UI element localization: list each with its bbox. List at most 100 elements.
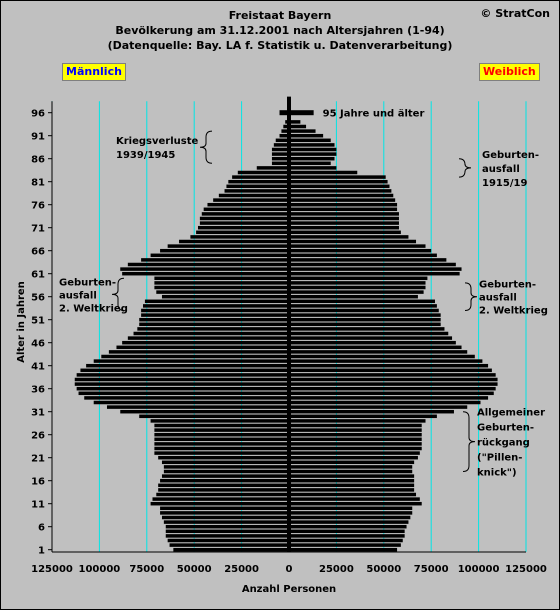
bar-male bbox=[271, 147, 289, 152]
bar-female bbox=[289, 391, 494, 396]
annotation-line: ausfall bbox=[59, 290, 97, 301]
bar-male bbox=[199, 216, 289, 221]
annotation-brace bbox=[462, 411, 476, 472]
bar-male bbox=[281, 129, 289, 133]
bar-male bbox=[74, 382, 289, 386]
bar-male bbox=[179, 239, 289, 244]
bar-male bbox=[226, 184, 289, 189]
bar-female bbox=[289, 368, 492, 373]
bar-female bbox=[289, 207, 398, 212]
bar-female bbox=[289, 285, 426, 290]
bar-female bbox=[289, 359, 483, 363]
bar-male bbox=[127, 336, 289, 340]
bar-male bbox=[154, 451, 289, 455]
y-tick-label: 11 bbox=[31, 500, 45, 511]
annotation-text: Geburten-ausfall 1915/19 bbox=[482, 150, 539, 189]
bar-male bbox=[275, 138, 289, 143]
bar-female bbox=[289, 409, 454, 414]
bar-female bbox=[289, 308, 439, 313]
annotation-text: Allgemeiner Geburten-rückgang ("Pillen-kni… bbox=[477, 408, 545, 479]
y-tick-label: 86 bbox=[31, 155, 45, 166]
bar-male bbox=[120, 409, 289, 414]
y-tick-label: 66 bbox=[31, 247, 45, 258]
annotation-line: Geburten- bbox=[482, 150, 539, 161]
y-tick-label: 96 bbox=[31, 109, 45, 120]
bar-male bbox=[201, 212, 289, 216]
bar-male bbox=[108, 350, 289, 354]
bar-male bbox=[199, 221, 289, 225]
bar-female bbox=[289, 129, 316, 133]
x-tick-label: 25000 bbox=[319, 564, 354, 575]
bar-male bbox=[213, 198, 289, 202]
bar-male bbox=[196, 230, 289, 235]
bar-male bbox=[224, 189, 289, 193]
y-tick-label: 46 bbox=[31, 339, 45, 350]
bar-female bbox=[289, 534, 405, 538]
bar-female bbox=[289, 354, 475, 359]
bar-male bbox=[167, 244, 289, 248]
bar-female bbox=[289, 161, 331, 166]
bar-female bbox=[289, 460, 415, 465]
annotation-line: Allgemeiner bbox=[477, 408, 545, 419]
bar-male bbox=[150, 253, 289, 258]
bar-female bbox=[289, 138, 331, 143]
bar-male bbox=[163, 465, 289, 469]
bar-female bbox=[289, 253, 437, 258]
annotation-brace bbox=[199, 130, 213, 164]
bar-female bbox=[289, 267, 462, 271]
bar-female bbox=[289, 198, 396, 202]
annotation-line: ausfall bbox=[479, 293, 517, 304]
y-tick-label: 21 bbox=[31, 454, 45, 465]
bar-male bbox=[116, 345, 290, 350]
annotation-line: Geburten- bbox=[477, 423, 534, 434]
bar-male bbox=[74, 377, 289, 382]
bar-female bbox=[289, 547, 398, 552]
x-tick-label: 0 bbox=[286, 564, 293, 575]
y-tick-label: 71 bbox=[31, 224, 45, 235]
bar-female bbox=[289, 276, 428, 281]
bar-male bbox=[120, 267, 289, 271]
bar-male bbox=[283, 124, 289, 129]
bar-male bbox=[237, 170, 289, 175]
bar-female bbox=[289, 322, 441, 327]
bar-female bbox=[289, 419, 426, 423]
y-axis-label: Alter in Jahren bbox=[16, 281, 27, 363]
bar-female bbox=[289, 239, 417, 244]
bar-female bbox=[289, 152, 337, 156]
bar-female bbox=[289, 437, 422, 442]
bar-male bbox=[197, 225, 289, 230]
bar-male bbox=[256, 166, 289, 170]
y-tick-label: 26 bbox=[31, 431, 45, 442]
bar-male bbox=[207, 202, 289, 207]
bar-male bbox=[139, 414, 289, 419]
bar-male bbox=[163, 520, 289, 524]
bar-female bbox=[289, 143, 335, 147]
label-95-plus: 95 Jahre und älter bbox=[323, 109, 425, 120]
bar-male bbox=[165, 524, 289, 529]
bar-male-95plus bbox=[279, 110, 289, 116]
bar-male bbox=[144, 299, 289, 304]
annotation-line: rückgang bbox=[477, 438, 530, 449]
bar-female bbox=[289, 538, 403, 543]
bar-female bbox=[289, 216, 399, 221]
legend-female: Weiblich bbox=[479, 63, 540, 81]
chart-source: (Datenquelle: Bay. LA f. Statistik u. Da… bbox=[107, 39, 453, 52]
bar-female bbox=[289, 248, 432, 253]
bar-male bbox=[137, 327, 289, 331]
bar-male bbox=[154, 442, 289, 446]
bar-male bbox=[93, 400, 289, 405]
bar-female bbox=[289, 400, 481, 405]
x-tick-label: 100000 bbox=[79, 564, 121, 575]
bar-male bbox=[228, 179, 289, 184]
bar-male bbox=[106, 405, 289, 409]
bars bbox=[74, 110, 498, 552]
bar-female bbox=[289, 529, 405, 534]
bar-female bbox=[289, 414, 437, 419]
bar-male bbox=[158, 455, 289, 460]
y-tick-label: 41 bbox=[31, 362, 45, 373]
y-tick-label: 31 bbox=[31, 408, 45, 419]
bar-female bbox=[289, 428, 422, 432]
bar-male bbox=[161, 460, 289, 465]
y-tick-label: 61 bbox=[31, 270, 45, 281]
annotation-brace bbox=[111, 277, 125, 311]
